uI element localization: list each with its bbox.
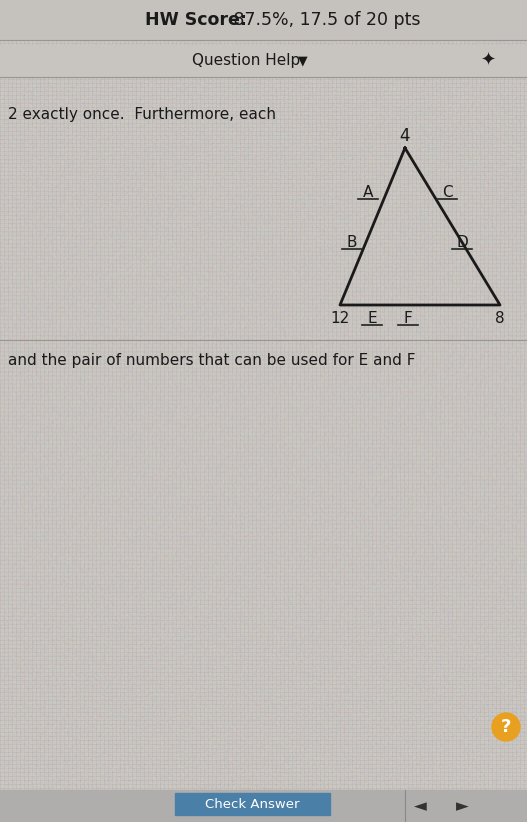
Text: D: D: [456, 234, 468, 250]
Text: E: E: [367, 311, 377, 326]
Text: 8: 8: [495, 311, 505, 326]
Text: ▼: ▼: [298, 54, 308, 67]
Text: and the pair of numbers that can be used for E and F: and the pair of numbers that can be used…: [8, 353, 415, 367]
Bar: [0, 790, 527, 822]
Text: ◄: ◄: [414, 797, 426, 815]
Text: 87.5%, 17.5 of 20 pts: 87.5%, 17.5 of 20 pts: [228, 11, 421, 29]
Text: 12: 12: [330, 311, 349, 326]
Text: ?: ?: [501, 718, 511, 736]
Bar: [0, 45, 527, 77]
Text: Question Help: Question Help: [192, 53, 300, 68]
Text: Check Answer: Check Answer: [205, 797, 300, 810]
Text: A: A: [363, 184, 373, 200]
Text: 2 exactly once.  Furthermore, each: 2 exactly once. Furthermore, each: [8, 108, 276, 122]
Bar: [0, 0, 527, 40]
Text: 4: 4: [400, 127, 410, 145]
Text: C: C: [442, 184, 452, 200]
Text: B: B: [347, 234, 357, 250]
Text: F: F: [404, 311, 412, 326]
Text: ►: ►: [456, 797, 469, 815]
Text: HW Score:: HW Score:: [145, 11, 247, 29]
Text: ✦: ✦: [481, 52, 495, 70]
Bar: [175, 793, 330, 815]
Circle shape: [492, 713, 520, 741]
